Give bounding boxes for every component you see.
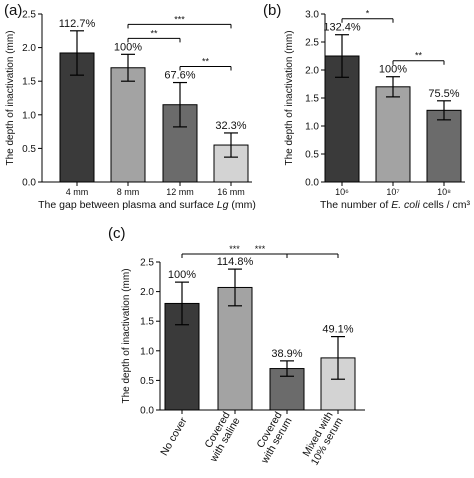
y-tick-label: 0.0: [22, 178, 36, 189]
y-tick-label: 2.0: [305, 66, 319, 77]
bar-value-label: 38.9%: [271, 348, 302, 360]
significance-label: **: [150, 28, 158, 38]
bar-value-label: 49.1%: [322, 324, 353, 336]
x-axis-label-italic: Lg: [217, 199, 229, 211]
x-tick-label-line: No cover: [158, 415, 190, 458]
y-tick-label: 1.0: [140, 346, 154, 357]
x-tick-label: 16 mm: [217, 187, 245, 197]
y-tick-label: 2.5: [305, 38, 319, 49]
bar-value-label: 100%: [114, 41, 142, 53]
bar: [110, 67, 146, 183]
y-tick-label: 1.5: [22, 77, 36, 88]
x-tick-label: 10⁸: [437, 187, 451, 197]
y-tick-label: 1.0: [305, 122, 319, 133]
bar-value-label: 75.5%: [428, 88, 459, 100]
chart-panel-3: (c) 0.0 0.5 1.0 1.5 2.0 2.5 The depth of inacti…: [108, 225, 365, 467]
x-axis-label-part: The gap between plasma and surface: [38, 199, 217, 211]
x-tick-label: 4 mm: [66, 187, 89, 197]
bar: [375, 86, 411, 183]
y-tick-label: 3.0: [305, 10, 319, 21]
bar: [217, 286, 253, 411]
y-tick-label: 1.5: [305, 94, 319, 105]
y-tick-label: 0.5: [22, 144, 36, 155]
significance-label: **: [202, 57, 210, 67]
y-tick-label: 0.0: [140, 406, 154, 417]
y-tick-label: 0.0: [305, 178, 319, 189]
bar-value-label: 100%: [168, 269, 196, 281]
y-tick-label: 1.0: [22, 110, 36, 121]
chart-panel-1: (a) 0.0 0.5 1.0 1.5 2.0 2.5 The depth of inacti…: [4, 2, 256, 211]
bar-value-label: 32.3%: [215, 120, 246, 132]
y-tick-label: 0.5: [305, 150, 319, 161]
x-axis-label: The gap between plasma and surface Lg (m…: [38, 199, 256, 211]
x-axis-label: The number of E. coli cells / cm³: [320, 199, 470, 211]
significance-label: **: [415, 51, 423, 61]
chart-panel-2: (b) 0.0 0.5 1.0 1.5 2.0 2.5 3.0 The depth of ina…: [263, 2, 470, 211]
x-tick-label: 10⁷: [386, 187, 399, 197]
significance-bracket: **: [179, 57, 232, 71]
panel-label: (a): [4, 2, 22, 19]
x-tick-label: Coveredwith saline: [197, 410, 242, 465]
y-tick-label: 2.5: [140, 258, 154, 269]
significance-label: *: [366, 9, 370, 19]
x-axis-label-part: (mm): [228, 199, 255, 211]
bar-value-label: 100%: [379, 64, 407, 76]
y-tick-label: 2.0: [22, 43, 36, 54]
x-tick-label: No cover: [158, 415, 190, 458]
x-tick-label: Mixed with10% serum: [299, 410, 346, 468]
bar-value-label: 67.6%: [164, 70, 195, 82]
panel-label: (c): [108, 225, 126, 242]
y-tick-label: 1.5: [140, 317, 154, 328]
significance-bracket: **: [127, 28, 181, 43]
x-tick-label: Coveredwith serum: [248, 410, 294, 467]
x-tick-label: 8 mm: [117, 187, 140, 197]
x-axis-label-italic: E. coli: [391, 199, 420, 211]
significance-label: ***: [229, 244, 240, 254]
bar: [426, 109, 462, 183]
bar-value-label: 132.4%: [323, 22, 361, 34]
significance-bracket: **: [392, 51, 445, 65]
x-tick-label: 10⁶: [335, 187, 349, 197]
x-axis-label-part: The number of: [320, 199, 391, 211]
panel-label: (b): [263, 2, 281, 19]
significance-label: ***: [255, 244, 266, 254]
y-tick-label: 2.0: [140, 287, 154, 298]
significance-bracket: *: [341, 9, 394, 23]
y-tick-label: 0.5: [140, 376, 154, 387]
significance-label: ***: [174, 14, 185, 24]
significance-bracket: ***: [181, 244, 339, 258]
x-axis-label-part: cells / cm³: [420, 199, 471, 211]
y-axis-label: The depth of inactivation (mm): [121, 268, 132, 403]
bar-value-label: 114.8%: [217, 256, 254, 268]
x-tick-label: 12 mm: [166, 187, 194, 197]
y-axis-label: The depth of inactivation (mm): [5, 30, 16, 165]
y-tick-label: 2.5: [22, 10, 36, 21]
significance-bracket: ***: [127, 14, 232, 29]
y-axis-label: The depth of inactivation (mm): [284, 30, 295, 165]
bar-value-label: 112.7%: [59, 18, 96, 30]
